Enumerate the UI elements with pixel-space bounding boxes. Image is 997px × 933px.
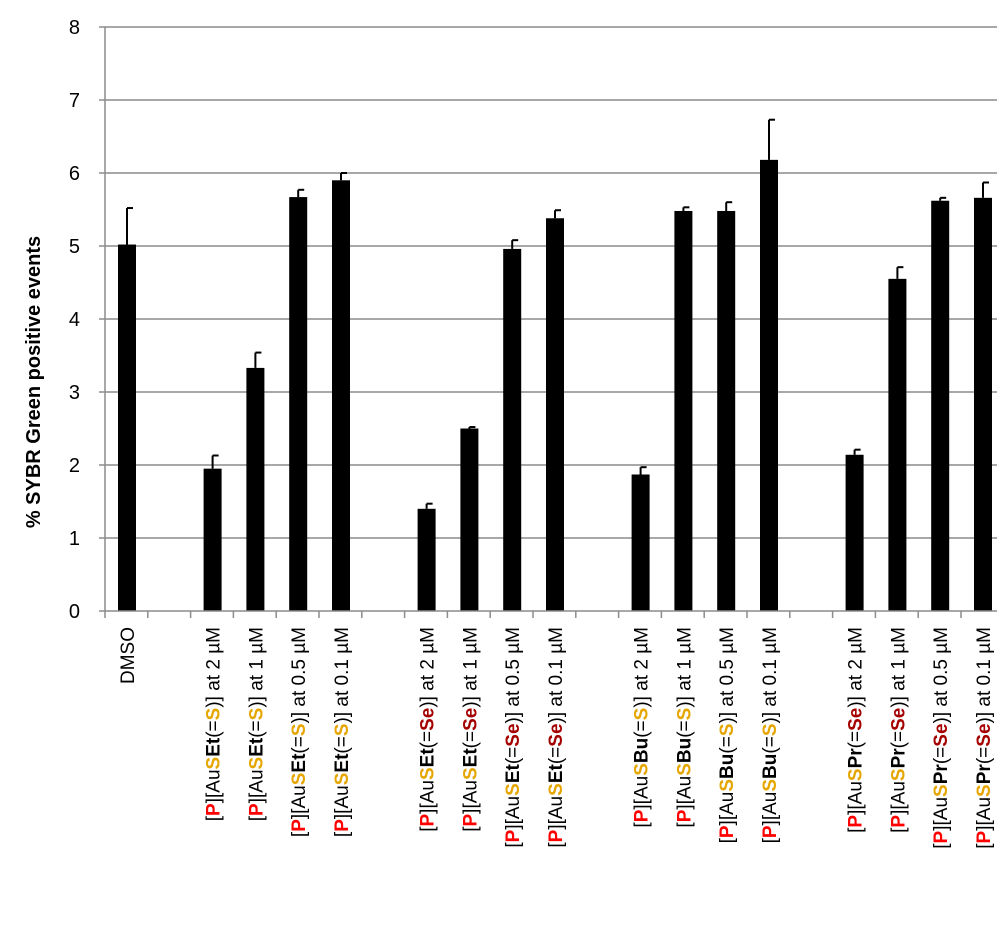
bar [674, 210, 693, 611]
bar [845, 454, 864, 611]
bar [460, 428, 479, 611]
y-tick-label: 0 [69, 601, 80, 623]
bar [417, 508, 436, 611]
bar [974, 197, 992, 611]
x-tick-label: [P][AuSEt(=Se)] at 0.5 µM [503, 627, 524, 848]
y-tick-label: 5 [69, 236, 80, 258]
bar [246, 367, 265, 611]
x-tick-label: [P][AuSBu(=S)] at 0.5 µM [717, 627, 738, 843]
y-tick-label: 6 [69, 163, 80, 185]
y-tick-label: 1 [69, 528, 80, 550]
bar [760, 159, 778, 612]
x-tick-label: [P][AuSPr(=Se)] at 0.5 µM [931, 627, 952, 849]
y-tick-label: 7 [69, 90, 80, 112]
bar [118, 244, 136, 612]
x-tick-label: [P][AuSBu(=S)] at 1 µM [674, 627, 695, 828]
bar [546, 218, 564, 611]
x-tick-label: [P][AuSEt(=S)] at 0.1 µM [332, 627, 353, 837]
bar [332, 180, 350, 612]
axes [99, 26, 997, 618]
x-tick-label: [P][AuSEt(=S)] at 2 µM [204, 627, 225, 821]
x-tick-label: DMSO [118, 627, 139, 684]
y-tick-labels: 0 1 2 3 4 5 6 7 8 [69, 17, 80, 623]
bar [203, 468, 222, 611]
x-tick-label: [P][AuSEt(=S)] at 1 µM [246, 627, 267, 821]
x-tick-labels: DMSO [P][AuSEt(=S)] at 2 µM [P][AuSEt(=S)]… [118, 627, 995, 849]
x-tick-label: [P][AuSEt(=S)] at 0.5 µM [289, 627, 310, 837]
bars [118, 118, 992, 612]
bar [503, 248, 522, 612]
x-tick-label: [P][AuSPr(=Se)] at 1 µM [888, 627, 909, 833]
y-axis-label: % SYBR Green positive events [23, 236, 45, 528]
x-tick-label: [P][AuSBu(=S)] at 0.1 µM [760, 627, 781, 843]
y-tick-label: 3 [69, 382, 80, 404]
x-tick-label: [P][AuSEt(=Se)] at 2 µM [418, 627, 439, 832]
y-tick-label: 2 [69, 455, 80, 477]
bar [289, 197, 308, 611]
x-tick-label: [P][AuSBu(=S)] at 2 µM [632, 627, 653, 828]
bar [931, 200, 950, 612]
bar [631, 474, 650, 611]
y-tick-label: 8 [69, 17, 80, 39]
bar [717, 210, 736, 611]
y-tick-label: 4 [69, 309, 80, 331]
x-tick-label: [P][AuSPr(=Se)] at 2 µM [846, 627, 867, 833]
x-tick-label: [P][AuSEt(=Se)] at 0.1 µM [546, 627, 567, 848]
bar [888, 278, 907, 611]
x-tick-label: [P][AuSEt(=Se)] at 1 µM [460, 627, 481, 832]
x-tick-label: [P][AuSPr(=Se)] at 0.1 µM [974, 627, 995, 849]
